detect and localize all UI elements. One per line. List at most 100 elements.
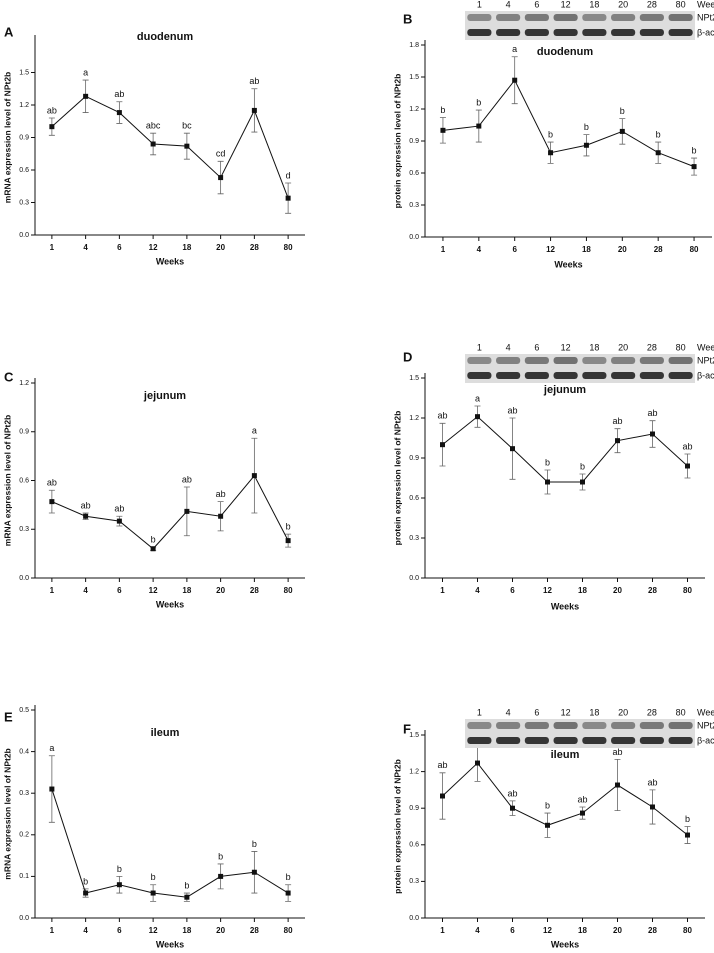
annotation: ab [647,408,657,418]
data-point [285,538,291,544]
annotation: b [151,535,156,545]
data-point [475,414,480,420]
lane-label: 18 [589,707,599,717]
x-tick-label: 12 [546,245,555,254]
y-tick-label: 0.3 [19,790,29,797]
x-axis-label: Weeks [551,939,579,949]
y-tick-label: 1.2 [19,102,29,109]
x-tick-label: 1 [440,926,445,935]
blot-band [611,357,636,364]
lane-label: 28 [647,707,657,717]
blot-band [611,29,636,36]
blot-band [639,357,664,364]
y-tick-label: 0.9 [409,138,419,145]
data-point [218,175,224,181]
blot-band [639,372,664,379]
blot-band [639,722,664,729]
data-point [49,124,55,130]
x-tick-label: 18 [182,243,191,252]
annotation: b [692,145,697,155]
lane-label: 12 [561,707,571,717]
x-tick-label: 1 [50,243,55,252]
annotation: b [656,129,661,139]
lane-label: 80 [676,707,686,717]
panel-letter: B [403,11,412,26]
y-tick-label: 1.5 [409,375,419,382]
lane-label: 28 [647,0,657,9]
annotation: b [548,129,553,139]
y-tick-label: 0.9 [409,455,419,462]
annotation: a [49,743,54,753]
annotation: b [545,800,550,810]
data-point [615,438,620,444]
annotation: b [184,880,189,890]
annotation: ab [437,760,447,770]
data-point [116,882,122,888]
blot-band [553,737,578,744]
data-point [685,832,690,838]
x-tick-label: 18 [182,586,191,595]
data-point [218,873,224,879]
data-point [580,810,585,816]
lane-label: 20 [618,342,628,352]
data-point [510,805,515,811]
annotation: b [218,851,223,861]
data-point [545,479,550,485]
annotation: ab [182,474,192,484]
y-tick-label: 0.3 [409,878,419,885]
x-tick-label: 6 [117,243,122,252]
y-tick-label: 0.6 [19,167,29,174]
lane-label: 20 [618,707,628,717]
x-axis-label: Weeks [156,939,184,949]
blot-band [611,14,636,21]
x-tick-label: 80 [683,586,692,595]
annotation: ab [249,76,259,86]
x-tick-label: 20 [216,243,225,252]
blot-band [668,722,693,729]
blot-band [582,737,607,744]
chart-title: jejunum [543,384,586,396]
annotation: b [83,876,88,886]
blot-band [524,737,549,744]
blot-band [611,722,636,729]
lane-label: 6 [534,342,539,352]
lane-label: 12 [561,0,571,9]
x-tick-label: 80 [284,926,293,935]
x-tick-label: 6 [117,586,122,595]
data-point [548,150,554,156]
x-tick-label: 12 [543,926,552,935]
y-axis-label: protein expression level of NPt2b [392,759,402,894]
data-point [150,141,156,147]
panel-letter: E [4,709,13,724]
data-point [615,782,620,788]
y-tick-label: 0.6 [409,170,419,177]
data-point [49,786,55,792]
x-tick-label: 20 [613,926,622,935]
blot-band [524,29,549,36]
x-tick-label: 80 [683,926,692,935]
annotation: b [620,106,625,116]
data-point [184,894,190,900]
x-tick-label: 28 [648,926,657,935]
x-tick-label: 6 [117,926,122,935]
x-tick-label: 20 [613,586,622,595]
blot-band [668,29,693,36]
y-tick-label: 0.3 [409,202,419,209]
western-blot: 1 4 6 12 18 20 28 80 Weeks NPt2b β-actin [465,342,714,383]
y-axis-label: protein expression level of NPt2b [392,74,402,209]
blot-row-label: β-actin [697,735,714,745]
data-point [583,142,589,148]
x-tick-label: 12 [543,586,552,595]
blot-band [467,372,492,379]
y-axis-label: protein expression level of NPt2b [392,411,402,546]
blot-band [496,29,521,36]
lane-label: 6 [534,0,539,9]
y-tick-label: 1.2 [19,380,29,387]
blot-band [553,722,578,729]
y-tick-label: 0.1 [19,873,29,880]
data-point [476,123,482,129]
annotation: d [286,170,291,180]
blot-band [668,14,693,21]
blot-band [524,357,549,364]
x-tick-label: 4 [83,926,88,935]
